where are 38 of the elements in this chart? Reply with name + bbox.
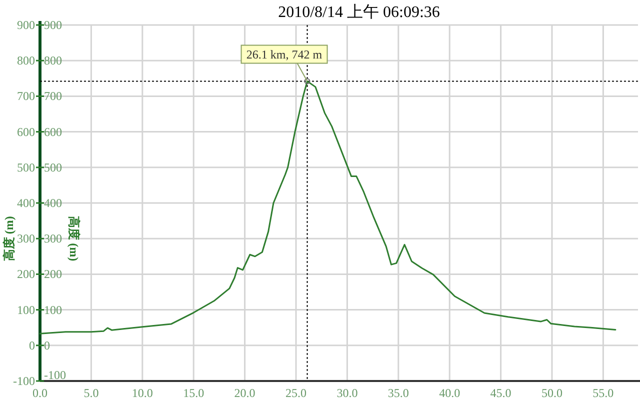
y-tick-label: 200 bbox=[17, 267, 35, 282]
y-tick-label: 500 bbox=[17, 160, 35, 174]
x-tick-label: 10.0 bbox=[132, 386, 153, 400]
y2-tick-label: -100 bbox=[44, 368, 66, 382]
x-tick-label: 30.0 bbox=[336, 386, 358, 400]
x-tick-label: 40.0 bbox=[439, 386, 460, 400]
annotation: 26.1 km, 742 m bbox=[246, 48, 323, 62]
y-tick-label: 600 bbox=[17, 124, 35, 139]
y-axis-title: 高度 (m) bbox=[2, 216, 16, 262]
x-tick-label: 25.0 bbox=[285, 386, 306, 400]
y2-tick-label: 200 bbox=[44, 267, 62, 282]
y2-tick-label: 300 bbox=[44, 232, 62, 246]
chart-title: 2010/8/14 上午 06:09:36 bbox=[278, 3, 440, 21]
y-tick-label: 400 bbox=[17, 196, 35, 210]
y2-tick-label: 500 bbox=[44, 160, 62, 174]
x-tick-label: 0.0 bbox=[32, 386, 48, 400]
y-tick-label: 900 bbox=[17, 18, 35, 32]
y2-tick-label: 0 bbox=[44, 338, 50, 352]
y-tick-label: 300 bbox=[17, 232, 35, 246]
y2-tick-label: 800 bbox=[44, 54, 62, 68]
y2-tick-label: 400 bbox=[44, 196, 62, 210]
y-tick-label: 0 bbox=[29, 338, 35, 352]
y-tick-label: 700 bbox=[17, 89, 35, 104]
y-tick-label: 800 bbox=[17, 54, 35, 68]
x-tick-label: 55.0 bbox=[592, 386, 614, 400]
y-tick-label: -100 bbox=[13, 374, 35, 388]
y2-tick-label: 900 bbox=[44, 18, 62, 32]
x-tick-label: 50.0 bbox=[541, 386, 562, 400]
y-tick-label: 100 bbox=[17, 302, 35, 317]
x-tick-label: 35.0 bbox=[388, 386, 409, 400]
x-tick-label: 45.0 bbox=[490, 386, 512, 400]
y2-tick-label: 600 bbox=[44, 124, 62, 139]
x-tick-label: 15.0 bbox=[183, 386, 204, 400]
y2-tick-label: 100 bbox=[44, 302, 62, 317]
x-tick-label: 20.0 bbox=[234, 386, 256, 400]
y2-axis-title: 高度 (m) bbox=[67, 216, 81, 262]
y2-tick-label: 700 bbox=[44, 89, 62, 104]
x-tick-label: 5.0 bbox=[84, 386, 99, 400]
